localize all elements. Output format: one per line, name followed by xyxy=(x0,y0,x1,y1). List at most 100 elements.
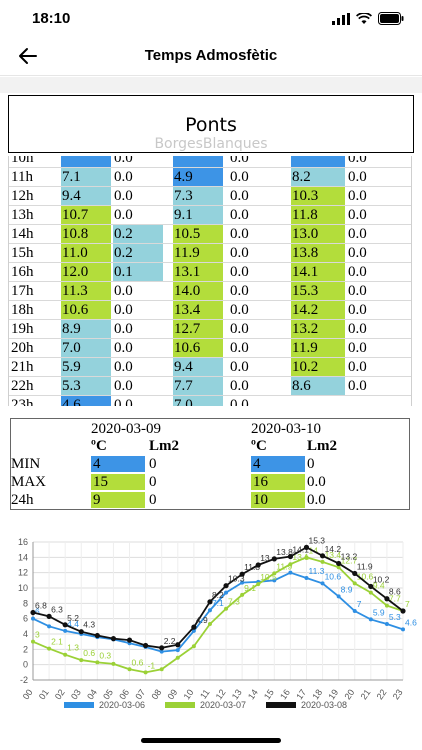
rain-cell: 0.0 xyxy=(348,302,367,318)
hour-label: 16h xyxy=(11,264,34,280)
data-point xyxy=(288,570,293,575)
hourly-row: 14h 10.8 0.2 10.5 0.0 13.0 0.0 xyxy=(9,225,411,244)
hour-label: 19h xyxy=(11,321,34,337)
legend-label: 2020-03-07 xyxy=(200,700,246,710)
legend-label: 2020-03-08 xyxy=(301,700,347,710)
temperature-cell: 13.2 xyxy=(291,320,345,339)
summary-min-left: 4 xyxy=(91,456,145,472)
data-point xyxy=(320,559,325,564)
data-label: 6.3 xyxy=(51,604,63,614)
data-label: 5.9 xyxy=(373,607,385,617)
temperature-cell: 9.4 xyxy=(61,187,111,206)
data-point xyxy=(191,624,197,630)
rain-cell: 0.0 xyxy=(230,156,249,166)
temperature-cell: 4.6 xyxy=(61,396,111,406)
data-label: 7.3 xyxy=(228,597,240,607)
data-point xyxy=(159,645,165,651)
temperature-cell: 11.9 xyxy=(173,244,223,263)
x-tick-label: 14 xyxy=(246,687,260,701)
data-label: 0.6 xyxy=(83,648,95,658)
summary-label-min: MIN xyxy=(11,456,41,472)
row-divider xyxy=(9,205,411,206)
data-point xyxy=(30,609,36,616)
y-tick-label: 2 xyxy=(23,644,28,654)
hour-label: 23h xyxy=(11,397,34,406)
data-point xyxy=(79,658,84,663)
temperature-cell: 10.6 xyxy=(61,301,111,320)
data-point xyxy=(271,556,277,562)
y-tick-label: 4 xyxy=(23,629,28,639)
rain-cell: 0.0 xyxy=(114,359,133,375)
data-point xyxy=(63,628,68,633)
hour-label: 12h xyxy=(11,188,34,204)
back-button[interactable] xyxy=(18,46,46,70)
data-point xyxy=(224,590,229,595)
data-label: 7.7 xyxy=(389,594,401,604)
rain-cell: 0.0 xyxy=(114,283,133,299)
rain-cell: 0.0 xyxy=(230,188,249,204)
data-point xyxy=(272,571,277,576)
data-label: 13 xyxy=(260,553,270,563)
data-label: 11.3 xyxy=(308,566,324,576)
data-label: 12.7 xyxy=(341,555,358,565)
hour-label: 15h xyxy=(11,245,34,261)
hourly-row: 10h 0.0 0.0 0.0 xyxy=(9,156,411,168)
temperature-cell: 10.3 xyxy=(291,187,345,206)
data-label: 7 xyxy=(405,599,410,609)
data-point xyxy=(207,599,213,605)
data-point xyxy=(31,639,35,644)
status-bar: 18:10 xyxy=(0,0,422,40)
rain-cell: 0.0 xyxy=(230,245,249,261)
data-point xyxy=(400,608,406,614)
temperature-cell: 7.7 xyxy=(173,377,223,396)
data-label: 10.2 xyxy=(373,574,390,584)
temperature-cell: 8.9 xyxy=(61,320,111,339)
row-divider xyxy=(9,167,411,168)
rain-cell: 0.2 xyxy=(113,225,163,244)
station-next-option[interactable]: BorgesBlanques xyxy=(154,136,268,152)
rain-cell: 0.0 xyxy=(348,321,367,337)
x-tick-label: 03 xyxy=(69,687,83,701)
row-divider xyxy=(9,319,411,320)
temperature-cell: 14.1 xyxy=(291,263,345,282)
data-point xyxy=(143,670,148,675)
x-tick-label: 17 xyxy=(294,687,308,701)
temperature-chart: -2 0 2 4 6 8 10 12 14 16 00 01 02 03 04 05 06 07 08 09 10 11 1… xyxy=(0,522,422,722)
rain-cell: 0.0 xyxy=(348,264,367,280)
x-tick-label: 15 xyxy=(262,687,276,701)
temperature-cell: 10.8 xyxy=(61,225,111,244)
row-divider xyxy=(9,395,411,396)
rain-cell: 0.0 xyxy=(348,245,367,261)
data-label: 4.4 xyxy=(67,619,79,629)
temperature-cell: 8.6 xyxy=(291,377,345,396)
data-point xyxy=(336,565,341,570)
rain-cell: 0.0 xyxy=(348,169,367,185)
rain-cell: 0.0 xyxy=(230,264,249,280)
station-picker[interactable]: Ponts BorgesBlanques xyxy=(8,95,414,153)
hour-label: 21h xyxy=(11,359,34,375)
data-point xyxy=(143,642,149,649)
temperature-cell: 11.9 xyxy=(291,339,345,358)
data-point xyxy=(303,544,310,550)
legend-swatch xyxy=(165,702,195,708)
data-label: 13.1 xyxy=(292,552,309,562)
temperature-cell: 10.2 xyxy=(291,358,345,377)
rain-cell: 0.0 xyxy=(348,340,367,356)
data-label: 2.1 xyxy=(51,637,63,647)
x-tick-label: 11 xyxy=(198,687,212,700)
hourly-row: 20h 7.0 0.0 10.6 0.0 11.9 0.0 xyxy=(9,339,411,358)
x-tick-label: 22 xyxy=(375,687,389,701)
rain-cell: 0.0 xyxy=(114,397,133,406)
x-tick-label: 01 xyxy=(37,687,51,701)
rain-cell: 0.1 xyxy=(113,263,163,282)
data-point xyxy=(63,652,68,657)
data-point xyxy=(94,632,100,639)
home-indicator xyxy=(141,738,281,743)
x-tick-label: 00 xyxy=(21,687,35,701)
x-tick-label: 21 xyxy=(359,687,373,701)
data-label: 5.2 xyxy=(67,613,79,623)
data-point xyxy=(31,616,35,621)
rain-cell: 0.0 xyxy=(230,169,249,185)
data-point xyxy=(368,583,374,590)
battery-icon xyxy=(378,12,404,25)
